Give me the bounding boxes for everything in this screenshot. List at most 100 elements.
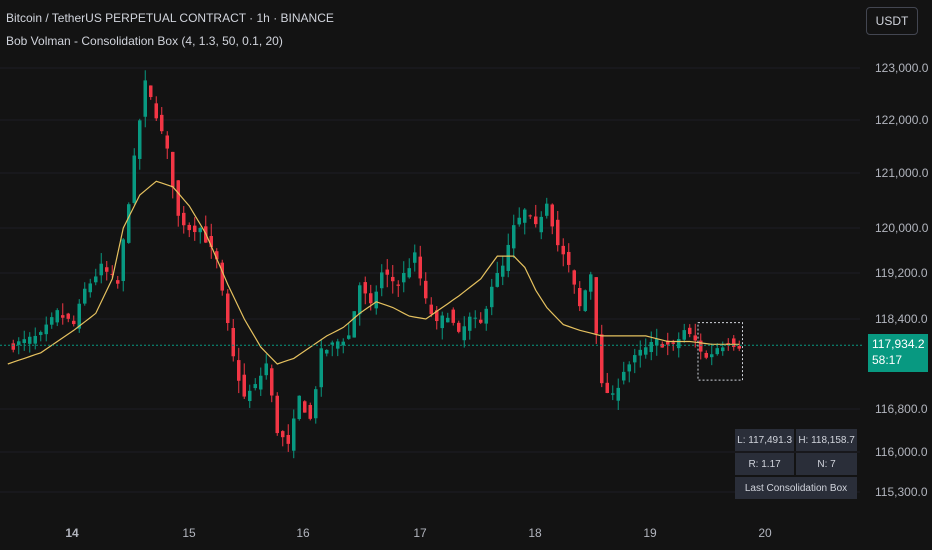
x-tick-label: 17 [413,526,427,540]
price-axis: 123,000.0 122,000.0 121,000.0 120,000.0 119,… [875,61,929,499]
candle [391,265,395,294]
candle-body [61,315,65,318]
box-low-cell: L: 117,491.3 [735,429,795,451]
candle-body [292,418,296,451]
candle [116,275,120,289]
candle-body [413,252,417,263]
candle [17,337,21,355]
candle-body [176,180,180,216]
candle [220,259,224,296]
candle-body [187,224,191,231]
candle [501,255,505,286]
candle [578,281,582,312]
candle [374,285,378,315]
candle-body [616,387,620,401]
x-tick-label: 19 [643,526,657,540]
candle-body [352,311,356,338]
candle [231,319,235,362]
candle-body [600,334,604,384]
candle-body [561,245,565,255]
candle-body [121,239,125,282]
box-caption-cell: Last Consolidation Box [735,477,857,499]
candle-body [308,404,312,419]
candle-body [435,310,439,322]
candle-body [572,270,576,285]
candle-body [215,251,219,260]
candle-body [495,272,499,287]
candle-body [644,347,648,355]
consolidation-box [697,322,743,381]
candle [352,311,356,338]
chart-grid [0,67,860,493]
candle [22,330,26,351]
candle-body [39,332,43,335]
candle [622,361,626,385]
candle [396,280,400,297]
x-tick-label: 20 [758,526,772,540]
candle-body [374,291,378,309]
candle [556,210,560,252]
candle-body [275,395,279,434]
candle-body [380,272,384,289]
candle [732,335,736,351]
candle [132,148,136,205]
candle [358,282,362,326]
candle-body [369,293,373,304]
candle [616,378,620,410]
candle [259,367,263,396]
candle [633,348,637,374]
candle-body [325,349,329,354]
candle-body [17,341,21,345]
candle [457,320,461,334]
candle [297,395,301,421]
candle-body [22,339,26,343]
candle-body [55,310,59,323]
candle [479,312,483,325]
candle-body [226,293,230,324]
candle-body [209,235,213,248]
candle [446,312,450,323]
candle-body [314,389,318,419]
candle [710,343,714,366]
candle [66,312,70,323]
candle-body [160,114,164,132]
candle [407,258,411,279]
candle-body [72,320,76,325]
candle-body [550,204,554,227]
candle [737,340,741,352]
candle [187,222,191,238]
candle [171,151,175,199]
candle-body [33,335,37,344]
candle [402,261,406,293]
indicator-label[interactable]: Bob Volman - Consolidation Box (4, 1.3, … [6,34,283,48]
candle-body [220,262,224,291]
candle-body [363,282,367,294]
candle-body [473,317,477,319]
candle [72,315,76,327]
candle [121,238,125,292]
candle [347,323,351,340]
candle [495,261,499,288]
candle-body [402,272,406,283]
candle-body [545,203,549,216]
candle-body [259,375,263,390]
currency-button[interactable]: USDT [866,7,918,35]
candle [264,354,268,380]
x-tick-label: 15 [182,526,196,540]
candle [39,330,43,342]
candle-body [721,347,725,352]
candle [484,305,488,331]
candle [363,276,367,305]
candle-body [671,342,675,344]
candle-body [523,209,527,223]
candle-body [660,343,664,348]
candle-body [182,212,186,226]
candle [567,243,571,273]
candle-body [710,354,714,358]
candle [440,311,444,340]
candle-body [44,324,48,335]
candle [253,378,257,391]
candle-body [440,315,444,329]
candle-body [633,355,637,363]
